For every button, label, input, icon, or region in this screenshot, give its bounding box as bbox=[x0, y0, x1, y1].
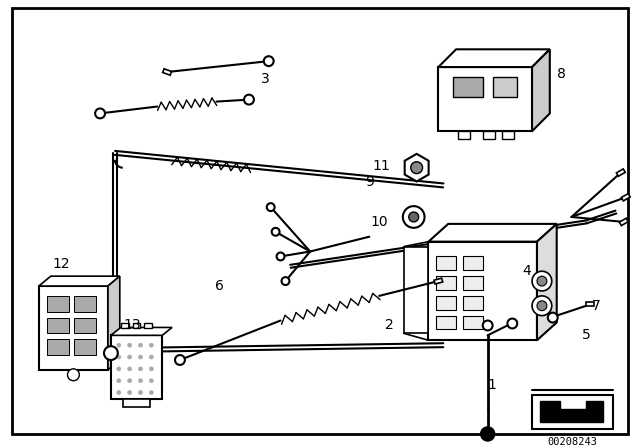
Bar bbox=[429, 241, 537, 340]
Bar bbox=[74, 339, 96, 355]
Polygon shape bbox=[532, 49, 550, 131]
Polygon shape bbox=[429, 224, 557, 241]
Circle shape bbox=[127, 367, 132, 371]
Circle shape bbox=[481, 427, 495, 441]
Circle shape bbox=[149, 391, 154, 395]
Circle shape bbox=[149, 343, 154, 347]
Circle shape bbox=[127, 355, 132, 359]
Circle shape bbox=[149, 355, 154, 359]
Polygon shape bbox=[537, 224, 557, 340]
Circle shape bbox=[127, 391, 132, 395]
Polygon shape bbox=[616, 169, 625, 176]
Bar bbox=[493, 77, 517, 97]
Bar bbox=[463, 276, 483, 290]
Text: 13: 13 bbox=[124, 319, 141, 332]
Bar bbox=[404, 246, 429, 333]
Circle shape bbox=[138, 367, 143, 371]
Polygon shape bbox=[620, 218, 628, 226]
Polygon shape bbox=[586, 302, 594, 306]
Circle shape bbox=[548, 313, 557, 323]
Circle shape bbox=[117, 391, 121, 395]
Polygon shape bbox=[39, 276, 120, 286]
Circle shape bbox=[117, 355, 121, 359]
Bar bbox=[463, 296, 483, 310]
Circle shape bbox=[117, 343, 121, 347]
Circle shape bbox=[138, 391, 143, 395]
Polygon shape bbox=[434, 278, 443, 284]
Circle shape bbox=[411, 162, 422, 173]
Bar bbox=[145, 323, 152, 328]
Bar bbox=[47, 318, 68, 333]
Circle shape bbox=[95, 108, 105, 118]
Polygon shape bbox=[108, 276, 120, 370]
Bar bbox=[39, 286, 108, 370]
Bar bbox=[121, 323, 129, 328]
Bar bbox=[453, 77, 483, 97]
Bar bbox=[502, 131, 515, 139]
Text: 6: 6 bbox=[215, 279, 224, 293]
Circle shape bbox=[537, 276, 547, 286]
Text: 9: 9 bbox=[365, 176, 374, 190]
Text: 11: 11 bbox=[372, 159, 390, 172]
Circle shape bbox=[149, 379, 154, 383]
Circle shape bbox=[508, 319, 517, 328]
Bar bbox=[532, 395, 613, 429]
Text: 8: 8 bbox=[557, 67, 566, 81]
Circle shape bbox=[117, 379, 121, 383]
Polygon shape bbox=[111, 327, 172, 336]
Polygon shape bbox=[438, 49, 550, 67]
Bar bbox=[463, 315, 483, 329]
Bar bbox=[111, 336, 162, 400]
Bar bbox=[47, 339, 68, 355]
Bar bbox=[458, 131, 470, 139]
Circle shape bbox=[127, 343, 132, 347]
Circle shape bbox=[267, 203, 275, 211]
Bar bbox=[436, 256, 456, 270]
Text: 1: 1 bbox=[487, 378, 496, 392]
Text: 4: 4 bbox=[523, 264, 531, 278]
Circle shape bbox=[282, 277, 289, 285]
Circle shape bbox=[117, 367, 121, 371]
Bar bbox=[123, 400, 150, 407]
Polygon shape bbox=[163, 69, 172, 75]
Circle shape bbox=[138, 355, 143, 359]
Circle shape bbox=[138, 379, 143, 383]
Text: 12: 12 bbox=[52, 257, 70, 271]
Bar bbox=[132, 323, 141, 328]
Circle shape bbox=[67, 369, 79, 381]
Text: 5: 5 bbox=[582, 328, 591, 342]
Circle shape bbox=[276, 253, 285, 260]
Bar bbox=[438, 67, 532, 131]
Polygon shape bbox=[404, 154, 429, 181]
Circle shape bbox=[532, 271, 552, 291]
Text: 7: 7 bbox=[592, 299, 600, 313]
Polygon shape bbox=[540, 401, 603, 422]
Circle shape bbox=[264, 56, 274, 66]
Polygon shape bbox=[621, 194, 630, 201]
Bar bbox=[436, 315, 456, 329]
Bar bbox=[436, 296, 456, 310]
Circle shape bbox=[127, 379, 132, 383]
Bar bbox=[436, 276, 456, 290]
Circle shape bbox=[244, 95, 254, 104]
Circle shape bbox=[149, 367, 154, 371]
Circle shape bbox=[138, 343, 143, 347]
Circle shape bbox=[175, 355, 185, 365]
Circle shape bbox=[409, 212, 419, 222]
Bar bbox=[74, 318, 96, 333]
Text: 10: 10 bbox=[371, 215, 388, 229]
Circle shape bbox=[271, 228, 280, 236]
Bar bbox=[47, 296, 68, 312]
Bar bbox=[74, 296, 96, 312]
Text: 3: 3 bbox=[261, 72, 270, 86]
Bar bbox=[483, 131, 495, 139]
Circle shape bbox=[403, 206, 424, 228]
Circle shape bbox=[532, 296, 552, 315]
Text: 2: 2 bbox=[385, 319, 394, 332]
Circle shape bbox=[483, 320, 493, 331]
Text: 00208243: 00208243 bbox=[547, 437, 598, 447]
Circle shape bbox=[537, 301, 547, 310]
Bar bbox=[463, 256, 483, 270]
Circle shape bbox=[104, 346, 118, 360]
